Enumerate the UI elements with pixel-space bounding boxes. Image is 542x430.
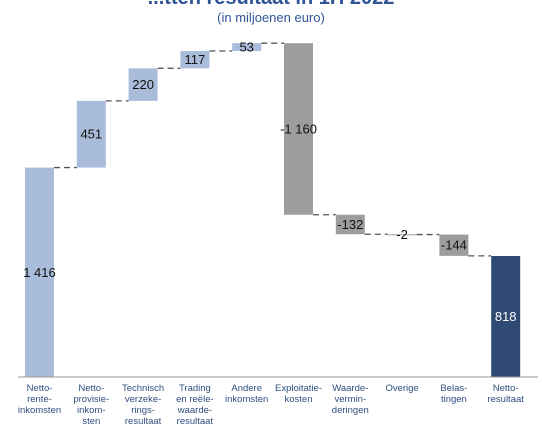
- category-labels: Netto-rente-inkomstenNetto-provisie-inko…: [18, 383, 524, 427]
- bar-1: [76, 100, 106, 168]
- data-label-3: 117: [185, 52, 206, 67]
- category-label-1: Netto-provisie-inkom-sten: [73, 383, 109, 427]
- category-label-line: Netto-: [78, 383, 104, 394]
- data-label-8: -144: [441, 238, 467, 253]
- category-label-line: waarde-: [177, 405, 212, 416]
- category-label-line: vermin-: [334, 394, 366, 405]
- bar-6: [335, 214, 365, 235]
- category-label-line: Belas-: [440, 383, 467, 394]
- category-label-0: Netto-rente-inkomsten: [18, 383, 61, 416]
- data-label-0: 1 416: [23, 265, 56, 280]
- category-label-line: verzeke-: [125, 394, 161, 405]
- data-label-4: 53: [239, 40, 253, 55]
- chart-subtitle: (in miljoenen euro): [217, 10, 325, 25]
- category-label-line: Andere: [231, 383, 262, 394]
- category-label-line: inkomsten: [18, 405, 61, 416]
- category-label-line: rente-: [27, 394, 52, 405]
- category-label-line: Netto-: [493, 383, 519, 394]
- category-label-line: inkomsten: [225, 394, 268, 405]
- data-label-9: 818: [495, 309, 517, 324]
- data-label-7: -2: [396, 227, 408, 242]
- category-label-line: inkom-: [77, 405, 106, 416]
- category-label-7: Overige: [385, 383, 418, 394]
- bar-8: [439, 234, 469, 256]
- category-label-8: Belas-tingen: [440, 383, 467, 405]
- data-label-5: -1 160: [280, 121, 317, 136]
- category-label-4: Andere inkomsten: [225, 383, 268, 405]
- category-label-5: Exploitatie-kosten: [275, 383, 322, 405]
- category-label-line: rings-: [131, 405, 155, 416]
- category-label-2: Technisch verzeke-rings-resultaat: [122, 383, 164, 427]
- category-label-line: sten: [82, 416, 100, 427]
- category-label-line: deringen: [332, 405, 369, 416]
- category-label-line: resultaat: [177, 416, 214, 427]
- category-label-line: Technisch: [122, 383, 164, 394]
- chart-title: ...tten resultaat in 1H 2022: [148, 0, 395, 9]
- category-label-line: provisie-: [73, 394, 109, 405]
- category-label-6: Waarde-vermin-deringen: [332, 383, 369, 416]
- data-label-1: 451: [80, 127, 102, 142]
- category-label-line: resultaat: [487, 394, 524, 405]
- bar-0: [25, 167, 54, 377]
- connector-lines: [54, 42, 492, 257]
- category-label-line: kosten: [285, 394, 313, 405]
- category-label-line: Netto-: [27, 383, 53, 394]
- data-label-6: -132: [337, 217, 363, 232]
- bar-3: [180, 51, 210, 69]
- category-label-9: Netto-resultaat: [487, 383, 524, 405]
- bar-4: [232, 43, 262, 52]
- bar-9: [491, 256, 521, 377]
- category-label-3: Trading en reële-waarde-resultaat: [176, 383, 214, 427]
- category-label-line: en reële-: [176, 394, 214, 405]
- category-label-line: resultaat: [125, 416, 162, 427]
- bar-7: [387, 234, 417, 236]
- category-label-line: Exploitatie-: [275, 383, 322, 394]
- bars-group: 1 416 451 220 117 53 -1 160 -132 -2 -144 818: [23, 40, 521, 377]
- bar-2: [128, 68, 158, 101]
- bar-5: [284, 43, 313, 215]
- category-label-line: Trading: [179, 383, 211, 394]
- category-label-line: Overige: [385, 383, 418, 394]
- category-label-line: Waarde-: [332, 383, 368, 394]
- category-label-line: tingen: [441, 394, 467, 405]
- data-label-2: 220: [132, 77, 154, 92]
